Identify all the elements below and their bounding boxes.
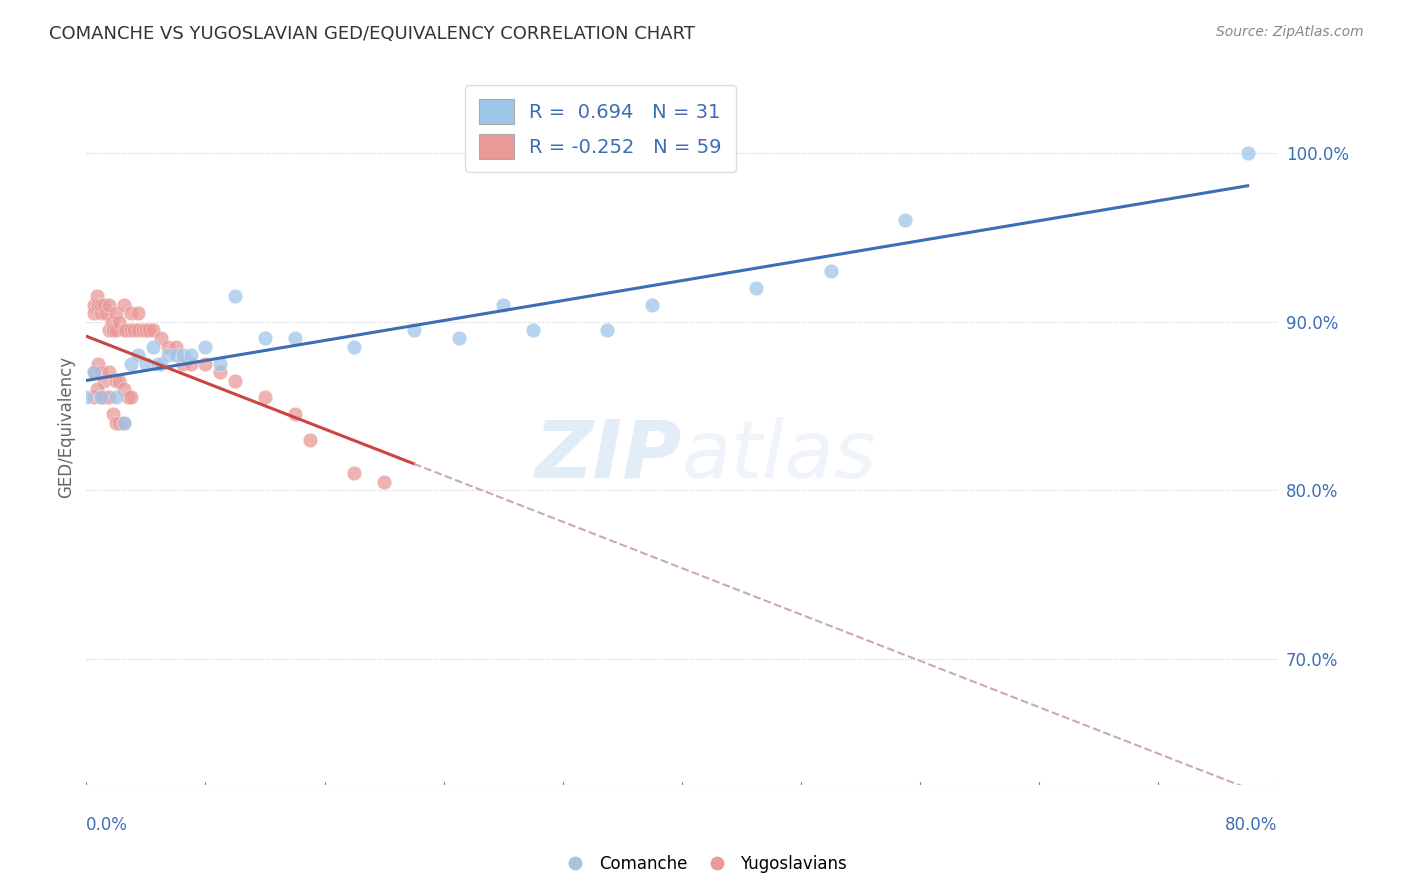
Point <box>253 331 276 345</box>
Point <box>149 331 172 345</box>
Point <box>172 348 194 362</box>
Point <box>93 374 115 388</box>
Point <box>97 298 120 312</box>
Point <box>596 323 619 337</box>
Point <box>90 306 112 320</box>
Text: 80.0%: 80.0% <box>1225 815 1278 834</box>
Point <box>127 348 149 362</box>
Point <box>86 289 108 303</box>
Point <box>94 306 117 320</box>
Point <box>117 391 139 405</box>
Text: COMANCHE VS YUGOSLAVIAN GED/EQUIVALENCY CORRELATION CHART: COMANCHE VS YUGOSLAVIAN GED/EQUIVALENCY … <box>49 25 695 43</box>
Point <box>209 365 232 379</box>
Point <box>224 374 246 388</box>
Point <box>284 331 307 345</box>
Point <box>194 340 217 354</box>
Point <box>120 306 142 320</box>
Point <box>373 475 395 489</box>
Point <box>745 281 768 295</box>
Point <box>87 357 110 371</box>
Point <box>820 264 842 278</box>
Legend: Comanche, Yugoslavians: Comanche, Yugoslavians <box>553 848 853 880</box>
Point <box>298 433 321 447</box>
Point <box>641 298 664 312</box>
Point <box>101 323 124 337</box>
Point <box>100 314 122 328</box>
Point <box>165 340 187 354</box>
Point <box>90 298 112 312</box>
Point <box>97 323 120 337</box>
Point <box>522 323 544 337</box>
Point <box>194 357 217 371</box>
Point <box>1236 145 1258 160</box>
Point <box>83 391 105 405</box>
Point <box>284 407 307 421</box>
Point <box>447 331 470 345</box>
Point <box>127 323 149 337</box>
Point <box>157 348 180 362</box>
Point <box>127 306 149 320</box>
Point <box>122 323 145 337</box>
Point <box>135 357 157 371</box>
Point <box>165 348 187 362</box>
Point <box>146 357 169 371</box>
Point <box>157 340 180 354</box>
Point <box>90 391 112 405</box>
Point <box>75 391 97 405</box>
Point <box>97 365 120 379</box>
Point <box>115 323 138 337</box>
Point <box>253 391 276 405</box>
Point <box>132 323 155 337</box>
Point <box>97 391 120 405</box>
Point <box>86 382 108 396</box>
Point <box>83 365 105 379</box>
Point <box>492 298 515 312</box>
Point <box>105 391 128 405</box>
Point <box>105 323 128 337</box>
Point <box>149 357 172 371</box>
Point <box>83 365 105 379</box>
Point <box>180 348 202 362</box>
Point <box>101 407 124 421</box>
Point <box>112 298 135 312</box>
Legend: R =  0.694   N = 31, R = -0.252   N = 59: R = 0.694 N = 31, R = -0.252 N = 59 <box>465 86 735 172</box>
Point <box>108 314 131 328</box>
Point <box>83 298 105 312</box>
Point <box>135 323 157 337</box>
Point <box>93 391 115 405</box>
Point <box>142 323 165 337</box>
Point <box>402 323 425 337</box>
Point <box>83 306 105 320</box>
Point <box>112 382 135 396</box>
Point <box>142 340 165 354</box>
Point <box>93 298 115 312</box>
Y-axis label: GED/Equivalency: GED/Equivalency <box>58 356 75 498</box>
Point <box>343 467 366 481</box>
Text: Source: ZipAtlas.com: Source: ZipAtlas.com <box>1216 25 1364 39</box>
Point <box>108 416 131 430</box>
Point <box>180 357 202 371</box>
Point <box>138 323 160 337</box>
Point <box>105 416 128 430</box>
Point <box>172 357 194 371</box>
Point <box>120 391 142 405</box>
Text: 0.0%: 0.0% <box>86 815 128 834</box>
Point <box>112 323 135 337</box>
Point <box>112 416 135 430</box>
Point <box>112 416 135 430</box>
Point <box>120 323 142 337</box>
Point <box>108 374 131 388</box>
Text: ZIP: ZIP <box>534 417 682 494</box>
Point <box>894 213 917 227</box>
Point <box>224 289 246 303</box>
Point <box>120 357 142 371</box>
Text: atlas: atlas <box>682 417 876 494</box>
Point <box>87 298 110 312</box>
Point <box>343 340 366 354</box>
Point <box>209 357 232 371</box>
Point <box>105 306 128 320</box>
Point <box>105 374 128 388</box>
Point <box>90 365 112 379</box>
Point <box>90 391 112 405</box>
